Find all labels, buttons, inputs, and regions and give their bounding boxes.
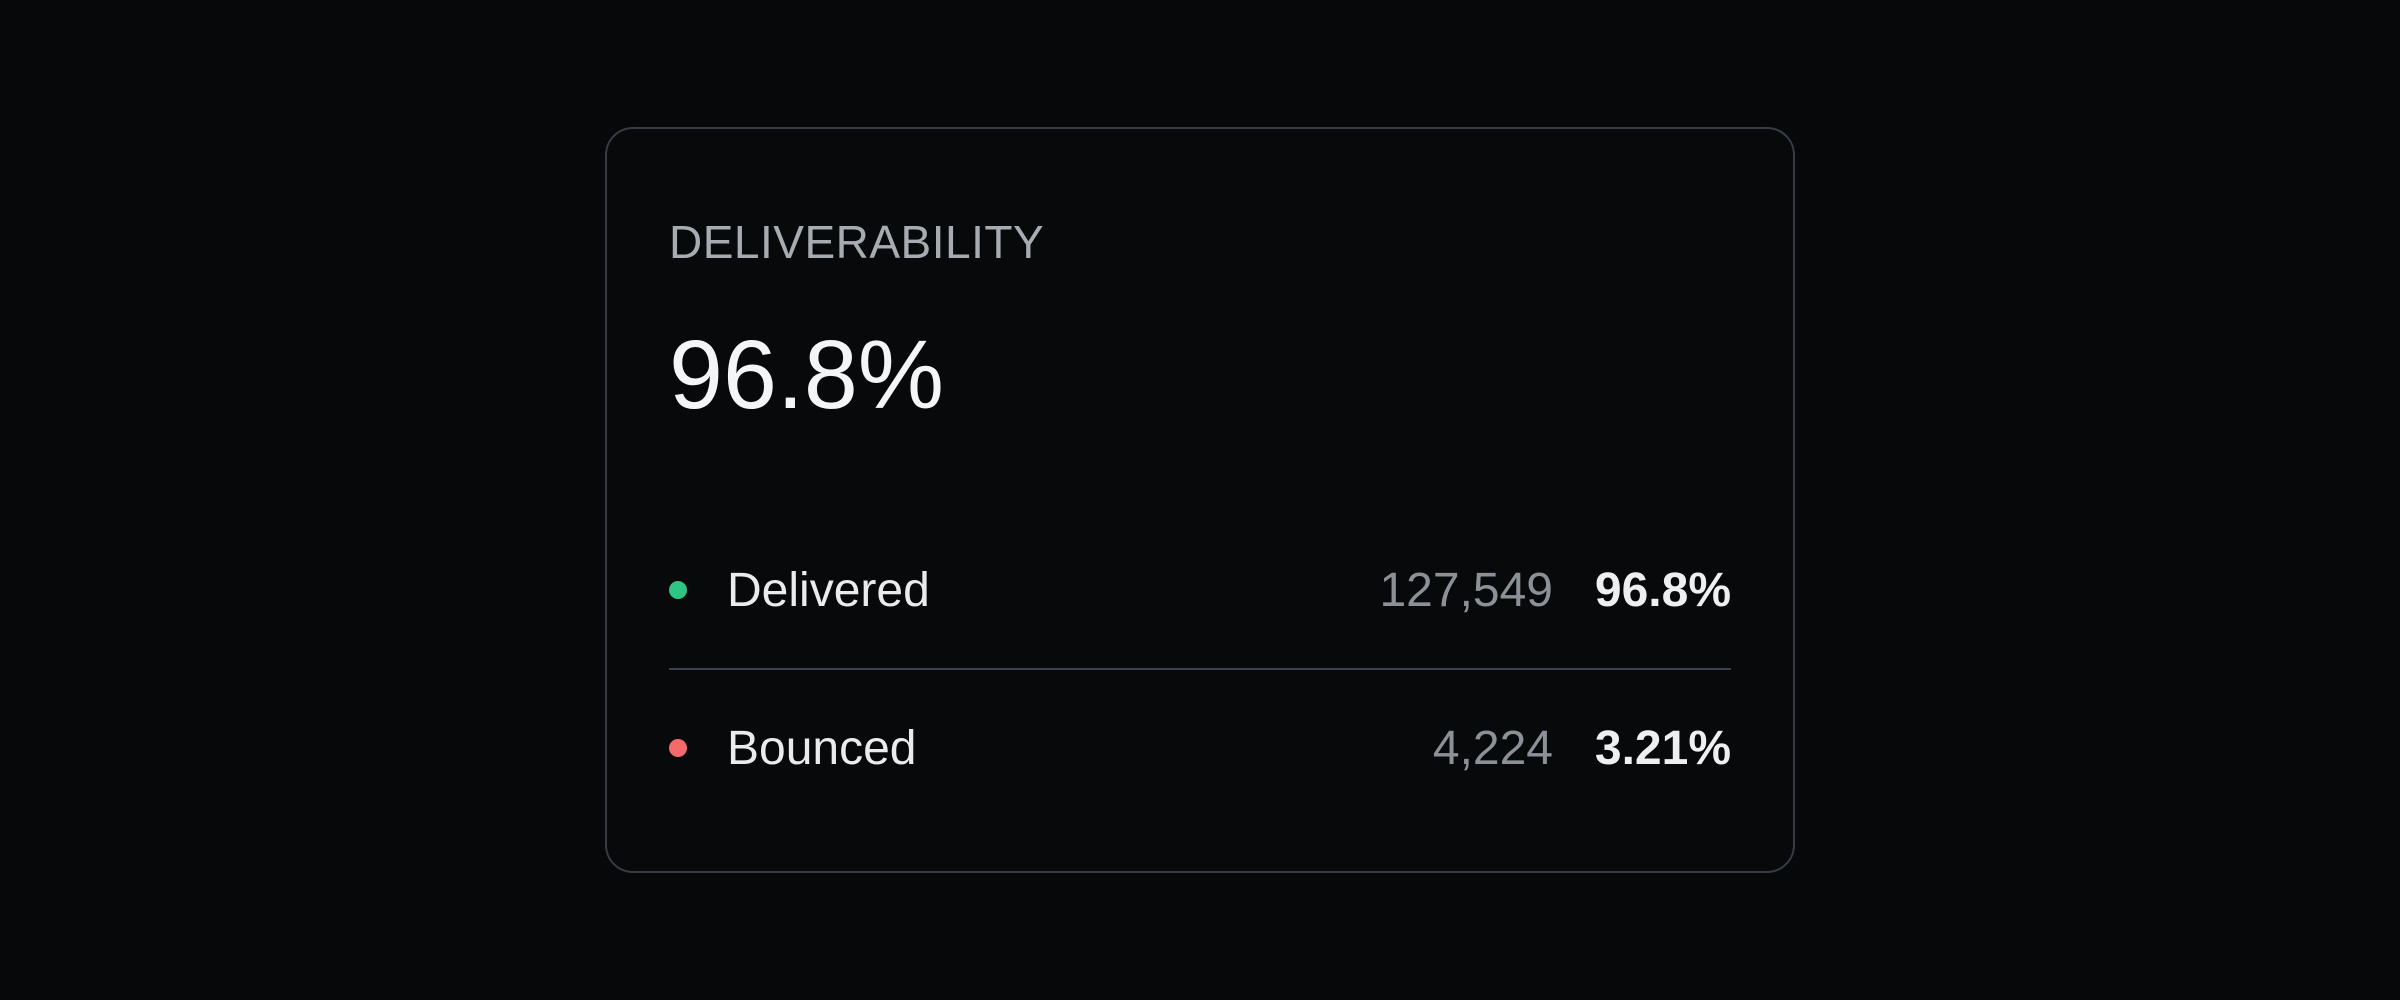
- deliverability-card: DELIVERABILITY 96.8% Delivered 127,549 9…: [605, 127, 1795, 873]
- row-divider: [669, 668, 1731, 671]
- stat-percent-bounced: 3.21%: [1594, 721, 1731, 775]
- stat-label-bounced: Bounced: [727, 721, 917, 775]
- headline-value: 96.8%: [669, 320, 945, 430]
- stat-count-bounced: 4,224: [1432, 721, 1553, 775]
- stats-list: Delivered 127,549 96.8% Bounced 4,224 3.…: [669, 561, 1731, 777]
- stat-percent-delivered: 96.8%: [1594, 563, 1731, 617]
- bounced-dot-icon: [669, 739, 687, 758]
- delivered-dot-icon: [669, 581, 687, 600]
- stat-label-delivered: Delivered: [727, 563, 930, 617]
- stat-row-delivered: Delivered 127,549 96.8%: [669, 561, 1731, 619]
- stat-row-bounced: Bounced 4,224 3.21%: [669, 719, 1731, 777]
- stat-count-delivered: 127,549: [1379, 563, 1553, 617]
- card-title: DELIVERABILITY: [669, 216, 1045, 268]
